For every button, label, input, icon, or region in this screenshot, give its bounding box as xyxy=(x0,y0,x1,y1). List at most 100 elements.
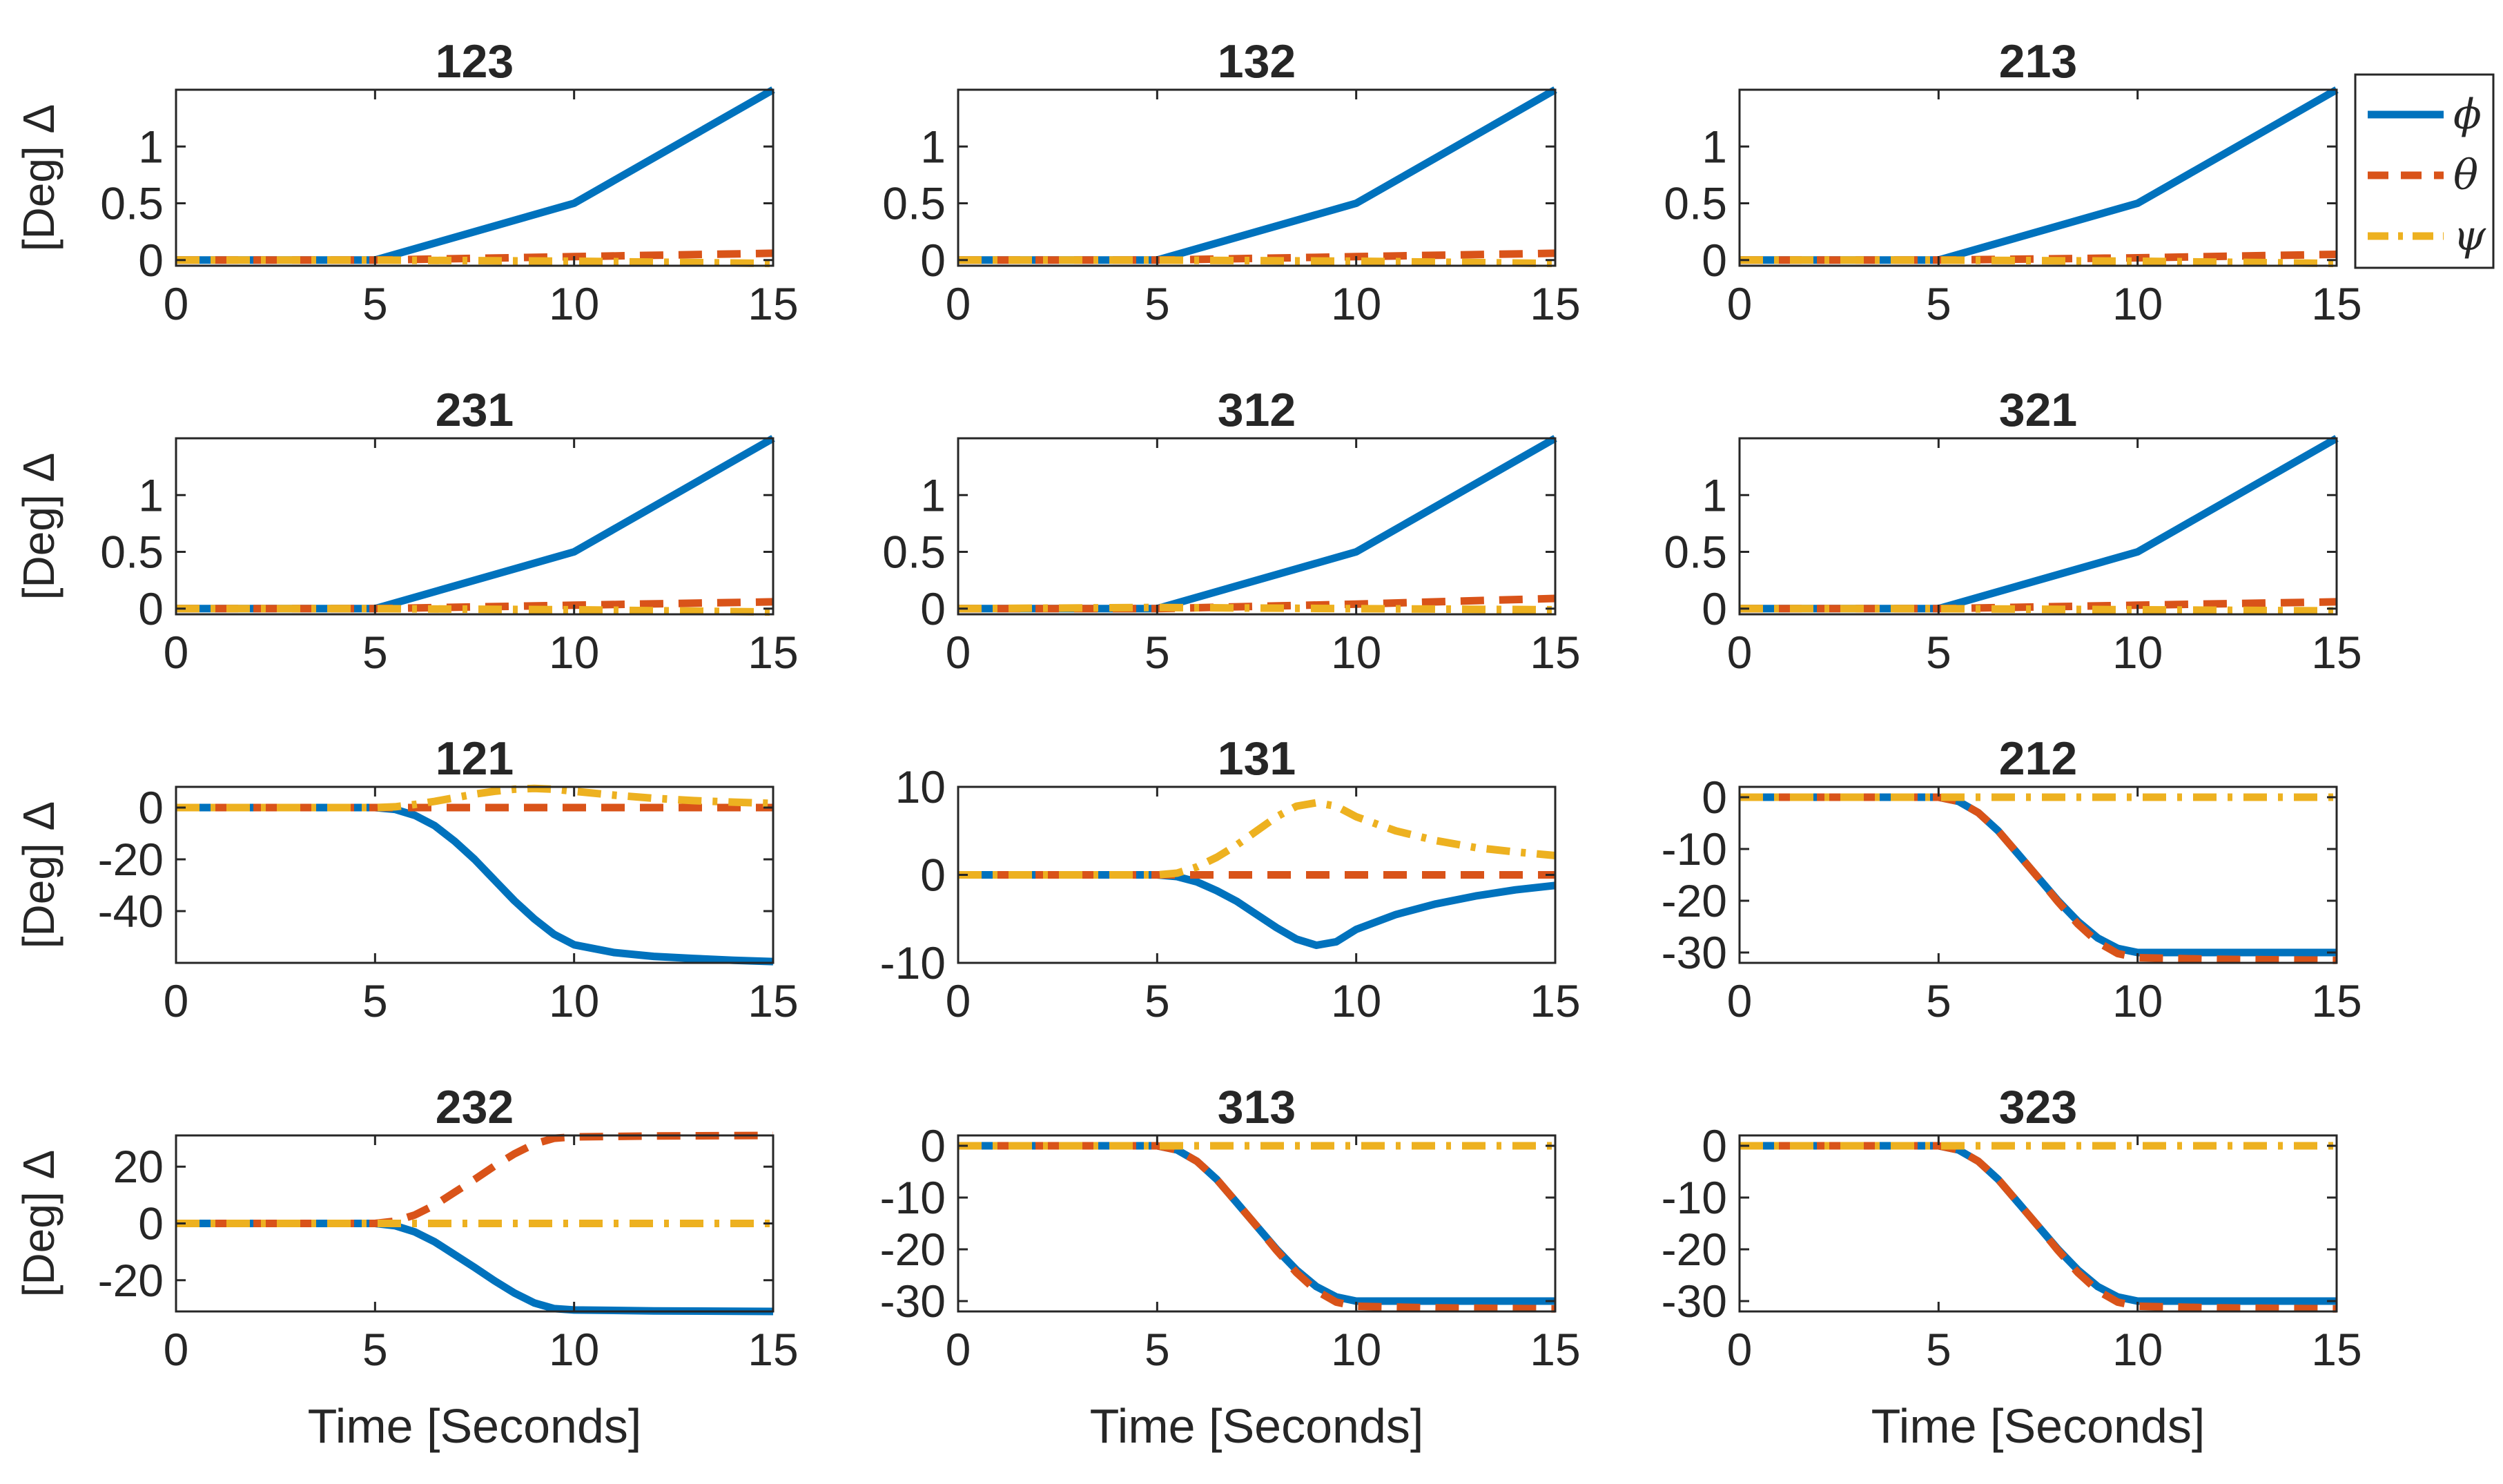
x-tick-label: 0 xyxy=(946,975,971,1026)
x-tick-label: 5 xyxy=(362,1324,388,1375)
x-tick-label: 5 xyxy=(1926,975,1951,1026)
x-tick-label: 15 xyxy=(748,1324,798,1375)
x-tick-label: 10 xyxy=(1331,1324,1381,1375)
subplot-title: 213 xyxy=(1999,35,2077,88)
y-axis-label: [Deg] Δ xyxy=(14,1150,64,1298)
y-tick-label: -20 xyxy=(98,834,164,885)
x-tick-label: 10 xyxy=(549,278,599,329)
series-line-theta xyxy=(1740,251,2337,264)
series-line-theta xyxy=(1740,598,2337,613)
subplot-312: 0 5 10 15 00.5 1 312 xyxy=(882,384,1580,678)
subplot-321: 0 5 10 15 00.5 1 321 xyxy=(1664,384,2361,678)
x-tick-label: 10 xyxy=(549,627,599,678)
x-tick-label: 0 xyxy=(1727,1324,1753,1375)
y-tick-label: 10 xyxy=(895,761,946,812)
x-tick-label: 5 xyxy=(1926,1324,1951,1375)
y-tick-label: 0.5 xyxy=(100,178,164,229)
y-tick-label: 0 xyxy=(920,850,946,901)
x-tick-label: 0 xyxy=(1727,975,1753,1026)
x-tick-label: 10 xyxy=(549,975,599,1026)
plot-area xyxy=(176,438,773,614)
series-line-psi xyxy=(958,799,1556,879)
x-tick-label: 10 xyxy=(1331,627,1381,678)
y-tick-label: -40 xyxy=(98,886,164,937)
subplot-title: 312 xyxy=(1218,384,1296,436)
x-tick-label: 10 xyxy=(2112,1324,2163,1375)
series-line-theta xyxy=(958,249,1556,264)
y-tick-label: 1 xyxy=(920,121,946,172)
x-tick-label: 10 xyxy=(1331,975,1381,1026)
x-tick-label: 5 xyxy=(1926,627,1951,678)
x-tick-label: 0 xyxy=(946,627,971,678)
y-tick-label: -30 xyxy=(1662,927,1727,978)
subplot-title: 232 xyxy=(436,1081,514,1133)
y-tick-label: 0 xyxy=(138,583,164,634)
y-tick-label: 0 xyxy=(920,235,946,286)
plot-area xyxy=(176,787,773,963)
y-axis-label: [Deg] Δ xyxy=(14,104,64,252)
x-tick-label: 15 xyxy=(2311,975,2361,1026)
x-axis-label: Time [Seconds] xyxy=(1871,1399,2205,1453)
axes-box xyxy=(957,1134,1557,1313)
x-tick-label: 5 xyxy=(1145,1324,1170,1375)
x-tick-label: 0 xyxy=(164,627,189,678)
y-tick-label: 0 xyxy=(1702,1120,1727,1171)
x-tick-label: 0 xyxy=(1727,627,1753,678)
x-tick-label: 5 xyxy=(1926,278,1951,329)
x-tick-label: 15 xyxy=(1530,627,1580,678)
y-tick-label: -10 xyxy=(1662,1172,1727,1223)
x-tick-label: 10 xyxy=(2112,627,2163,678)
subplot-231: 0 5 10 15 00.5 1 231 [Deg] Δ xyxy=(14,384,799,678)
series-line-phi xyxy=(176,803,774,966)
y-axis-label: [Deg] Δ xyxy=(14,453,64,601)
x-tick-label: 15 xyxy=(1530,278,1580,329)
x-tick-label: 0 xyxy=(946,1324,971,1375)
x-tick-label: 15 xyxy=(748,975,798,1026)
x-tick-label: 5 xyxy=(362,278,388,329)
y-tick-label: 1 xyxy=(1702,469,1727,520)
plot-area xyxy=(958,438,1555,614)
subplot-title: 323 xyxy=(1999,1081,2077,1133)
plot-area xyxy=(958,90,1555,266)
y-tick-label: 1 xyxy=(920,469,946,520)
subplot-title: 123 xyxy=(436,35,514,88)
series-line-theta xyxy=(958,594,1556,613)
y-tick-label: -10 xyxy=(1662,823,1727,875)
y-tick-label: -20 xyxy=(98,1255,164,1306)
legend: ϕθψ xyxy=(2354,73,2495,269)
series-line-theta xyxy=(176,598,774,613)
x-tick-label: 15 xyxy=(1530,1324,1580,1375)
legend-label: θ xyxy=(2453,151,2478,199)
axes-box xyxy=(1738,88,2338,267)
y-tick-label: 0.5 xyxy=(1664,527,1727,578)
y-axis-label: [Deg] Δ xyxy=(14,801,64,949)
x-tick-label: 0 xyxy=(164,278,189,329)
axes-box xyxy=(1738,785,2338,964)
axes-box xyxy=(1738,437,2338,616)
plot-area xyxy=(1740,90,2337,266)
x-tick-label: 10 xyxy=(1331,278,1381,329)
y-tick-label: 0 xyxy=(1702,583,1727,634)
y-tick-label: 20 xyxy=(113,1141,164,1192)
x-tick-label: 5 xyxy=(362,627,388,678)
y-tick-label: -20 xyxy=(1662,875,1727,926)
y-tick-label: -20 xyxy=(880,1224,946,1275)
axes-box xyxy=(175,437,775,616)
y-tick-label: 0 xyxy=(138,235,164,286)
y-tick-label: 0 xyxy=(1702,772,1727,823)
subplot-title: 131 xyxy=(1218,732,1296,785)
y-tick-label: 0 xyxy=(920,583,946,634)
plot-area xyxy=(1740,438,2337,614)
series-line-psi xyxy=(176,784,774,812)
subplot-title: 212 xyxy=(1999,732,2077,785)
x-tick-label: 5 xyxy=(1145,627,1170,678)
plot-area xyxy=(176,90,773,266)
subplot-title: 231 xyxy=(436,384,514,436)
